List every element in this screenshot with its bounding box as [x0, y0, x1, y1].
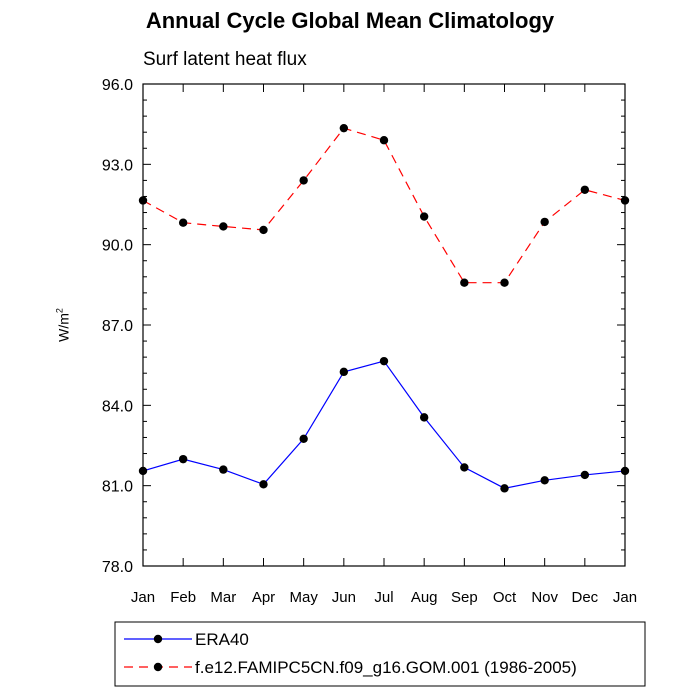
x-tick-label: Aug — [411, 589, 438, 606]
data-point — [259, 480, 268, 489]
legend-marker — [153, 662, 163, 672]
series-line — [142, 127, 626, 284]
data-point — [540, 476, 549, 485]
legend-marker — [153, 634, 163, 644]
data-point — [460, 278, 469, 287]
data-point — [339, 367, 349, 377]
x-tick-label: Apr — [252, 589, 275, 606]
data-point — [339, 123, 349, 133]
data-point — [540, 217, 549, 227]
y-tick-label: 84.0 — [102, 398, 133, 415]
data-point — [299, 434, 308, 444]
x-tick-label: May — [289, 589, 318, 606]
data-point — [419, 212, 429, 221]
legend-label: f.e12.FAMIPC5CN.f09_g16.GOM.001 (1986-20… — [195, 658, 577, 677]
series-1 — [138, 356, 630, 493]
data-point — [259, 225, 268, 235]
data-point — [178, 454, 188, 464]
data-point — [219, 465, 228, 474]
data-point — [580, 470, 590, 480]
series-2 — [138, 123, 630, 287]
data-point — [500, 484, 509, 493]
y-tick-label: 78.0 — [102, 559, 133, 576]
legend-label: ERA40 — [195, 630, 249, 649]
x-tick-label: Sep — [451, 589, 478, 606]
series-layer — [138, 123, 630, 493]
data-point — [580, 185, 590, 194]
data-point — [219, 222, 228, 231]
chart-subtitle: Surf latent heat flux — [143, 49, 307, 70]
plot-frame — [142, 83, 626, 567]
x-tick-label: Feb — [170, 589, 196, 606]
y-tick-label: 96.0 — [102, 77, 133, 94]
axis-layer: 78.0 81.0 84.0 87.0 90.0 93.0 96.0 Jan Feb Mar Apr… — [102, 77, 637, 606]
data-point — [460, 463, 469, 472]
x-tick-label: Oct — [493, 589, 517, 606]
x-tick-label: Dec — [571, 589, 598, 606]
y-tick-label: 87.0 — [102, 318, 133, 335]
series-line — [142, 360, 626, 489]
y-tick-label: 90.0 — [102, 238, 133, 255]
x-tick-label: Jan — [131, 589, 155, 606]
y-tick-label: 81.0 — [102, 479, 133, 496]
data-point — [379, 356, 389, 366]
data-point — [419, 413, 429, 422]
chart-title: Annual Cycle Global Mean Climatology — [145, 8, 555, 33]
x-tick-label: Jul — [374, 589, 393, 606]
x-tick-label: Nov — [531, 589, 558, 606]
x-tick-label: Jan — [613, 589, 637, 606]
legend-box — [114, 621, 646, 687]
y-tick-label: 93.0 — [102, 157, 133, 174]
x-tick-label: Jun — [332, 589, 356, 606]
data-point — [500, 278, 509, 287]
data-point — [299, 176, 308, 185]
legend: ERA40 f.e12.FAMIPC5CN.f09_g16.GOM.001 (19… — [114, 621, 646, 687]
data-point — [379, 136, 389, 145]
x-tick-label: Mar — [210, 589, 236, 606]
data-point — [178, 218, 188, 227]
